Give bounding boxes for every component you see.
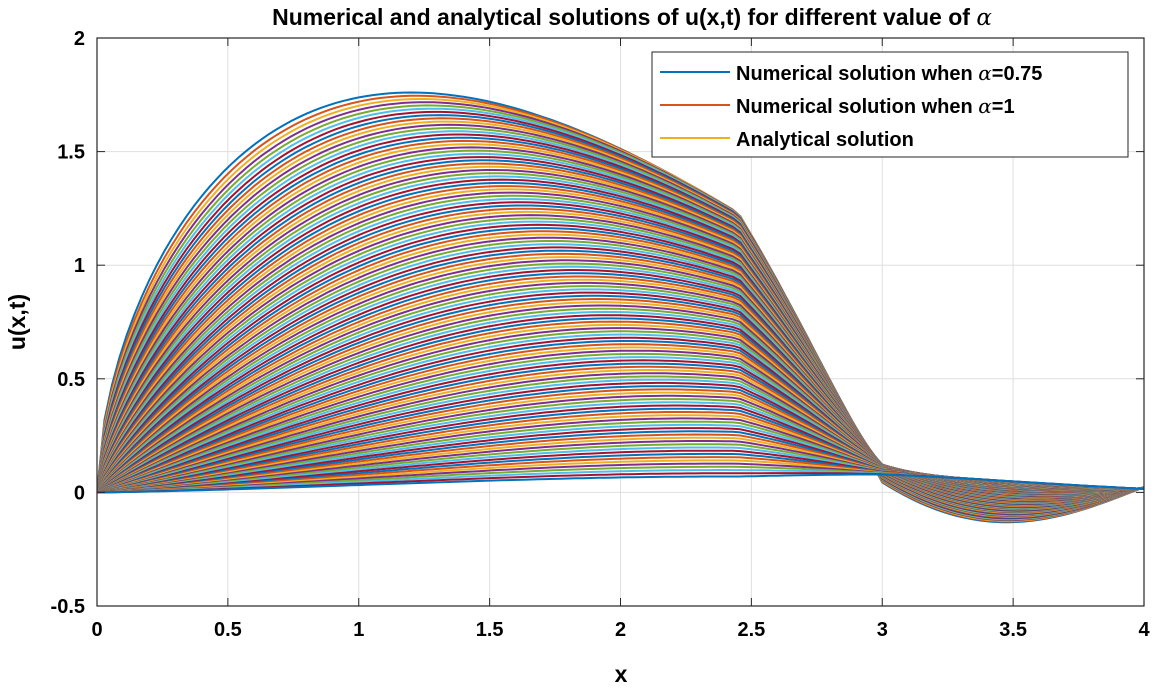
x-axis-label: x [615,661,628,687]
legend-label-analytical: Analytical solution [736,129,914,151]
x-tick-label: 1 [353,619,364,641]
x-tick-label: 1.5 [476,619,504,641]
y-tick-label: 1.5 [57,142,85,164]
axis-ticks [96,37,1145,607]
legend-label-alpha-1: Numerical solution when α=1 [736,94,1015,118]
legend-label-alpha-075: Numerical solution when α=0.75 [736,61,1042,85]
chart-title-alpha-symbol: α [976,5,992,31]
x-tick-label: 2 [615,619,626,641]
x-tick-label: 3 [877,619,888,641]
series-line [97,473,1144,494]
y-tick-label: -0.5 [51,596,85,618]
y-tick-label: 2 [74,28,85,50]
legend: Numerical solution when α=0.75 Numerical… [651,51,1129,158]
chart-title: Numerical and analytical solutions of u(… [272,4,992,31]
y-axis-label: u(x,t) [4,294,30,350]
x-tick-label: 3.5 [999,619,1027,641]
y-tick-label: 1 [74,255,85,277]
chart-title-text: Numerical and analytical solutions of u(… [272,4,976,30]
legend-box [651,51,1129,158]
y-tick-label: 0 [74,482,85,504]
x-tick-label: 4 [1138,619,1150,641]
y-tick-labels: -0.5 0 0.5 1 1.5 2 [51,28,85,618]
series-lines [97,91,1144,524]
x-tick-label: 2.5 [737,619,765,641]
x-tick-label: 0 [91,619,102,641]
y-tick-label: 0.5 [57,369,85,391]
x-tick-label: 0.5 [214,619,242,641]
x-tick-labels: 0 0.5 1 1.5 2 2.5 3 3.5 4 [91,619,1150,641]
